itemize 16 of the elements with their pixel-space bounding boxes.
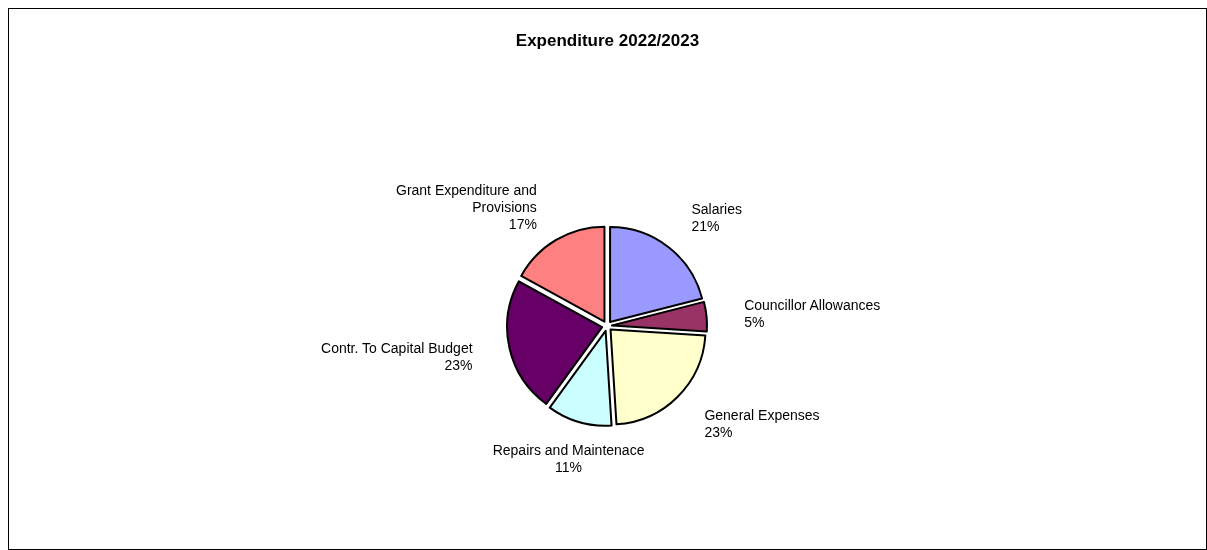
pie-slice <box>548 329 613 427</box>
data-label: 23% <box>444 356 473 373</box>
data-label: 23% <box>704 423 733 440</box>
slice-label: Salaries <box>691 200 743 217</box>
slice-label: Contr. To Capital Budget <box>321 339 473 356</box>
chart-title: Expenditure 2022/2023 <box>515 31 700 50</box>
slice-label: Councillor Allowances <box>744 296 881 313</box>
slice-label: Repairs and Maintenace <box>492 441 645 458</box>
data-label: 17% <box>508 216 537 233</box>
data-label: 21% <box>691 217 720 234</box>
slice-label: Grant Expenditure and Provisions <box>396 182 537 216</box>
data-label: 11% <box>555 458 583 475</box>
slice-label: General Expenses <box>704 406 820 423</box>
data-label: 5% <box>744 313 765 330</box>
pie-slice <box>506 280 604 405</box>
pie-slice <box>609 328 707 426</box>
